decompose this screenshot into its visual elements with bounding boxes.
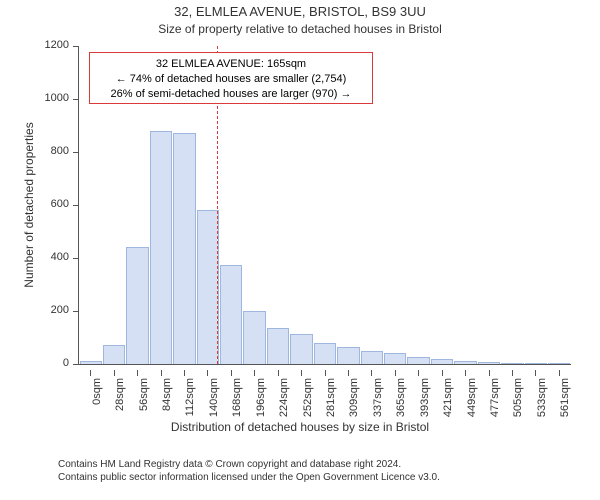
histogram-bar xyxy=(290,334,312,364)
histogram-bar xyxy=(173,133,195,364)
chart-title-line2: Size of property relative to detached ho… xyxy=(0,22,600,36)
histogram-bar xyxy=(454,361,476,364)
x-tick-label: 56sqm xyxy=(138,378,150,411)
histogram-bar xyxy=(220,265,242,364)
tick-mark xyxy=(325,370,326,376)
histogram-bar xyxy=(103,345,125,364)
tick-mark xyxy=(73,46,79,47)
tick-mark xyxy=(73,99,79,100)
plot-area: 32 ELMLEA AVENUE: 165sqm ← 74% of detach… xyxy=(78,46,571,365)
chart-title-line1: 32, ELMLEA AVENUE, BRISTOL, BS9 3UU xyxy=(0,4,600,19)
x-tick-label: 112sqm xyxy=(184,378,196,416)
histogram-bar xyxy=(80,361,102,364)
y-tick-label: 800 xyxy=(51,145,69,157)
histogram-bar xyxy=(314,343,336,364)
x-tick-label: 224sqm xyxy=(278,378,290,417)
tick-mark xyxy=(254,370,255,376)
x-tick-label: 140sqm xyxy=(208,378,220,417)
chart-root: 32, ELMLEA AVENUE, BRISTOL, BS9 3UU Size… xyxy=(0,0,600,500)
tick-mark xyxy=(90,370,91,376)
x-tick-label: 196sqm xyxy=(255,378,267,417)
histogram-bar xyxy=(267,328,289,364)
histogram-bar xyxy=(384,353,406,364)
y-tick-label: 0 xyxy=(63,357,69,369)
x-tick-label: 533sqm xyxy=(536,378,548,417)
histogram-bar xyxy=(150,131,172,364)
histogram-bar xyxy=(548,363,570,364)
x-tick-label: 28sqm xyxy=(114,378,126,411)
tick-mark xyxy=(231,370,232,376)
tick-mark xyxy=(489,370,490,376)
attribution-text: Contains HM Land Registry data © Crown c… xyxy=(58,458,440,484)
x-tick-label: 449sqm xyxy=(466,378,478,417)
tick-mark xyxy=(418,370,419,376)
histogram-bar xyxy=(361,351,383,364)
annotation-line1: 32 ELMLEA AVENUE: 165sqm xyxy=(96,57,366,72)
x-tick-label: 281sqm xyxy=(325,378,337,417)
tick-mark xyxy=(73,364,79,365)
tick-mark xyxy=(512,370,513,376)
y-tick-label: 600 xyxy=(51,198,69,210)
tick-mark xyxy=(73,205,79,206)
y-axis-label: Number of detached properties xyxy=(22,46,36,364)
tick-mark xyxy=(278,370,279,376)
y-tick-label: 1000 xyxy=(45,92,69,104)
x-tick-label: 393sqm xyxy=(419,378,431,417)
x-tick-label: 337sqm xyxy=(372,378,384,417)
tick-mark xyxy=(184,370,185,376)
tick-mark xyxy=(465,370,466,376)
tick-mark xyxy=(559,370,560,376)
tick-mark xyxy=(73,311,79,312)
x-tick-label: 309sqm xyxy=(348,378,360,417)
tick-mark xyxy=(301,370,302,376)
attribution-line2: Contains public sector information licen… xyxy=(58,471,440,484)
tick-mark xyxy=(161,370,162,376)
attribution-line1: Contains HM Land Registry data © Crown c… xyxy=(58,458,440,471)
tick-mark xyxy=(371,370,372,376)
tick-mark xyxy=(73,258,79,259)
histogram-bar xyxy=(243,311,265,364)
tick-mark xyxy=(442,370,443,376)
annotation-line2: ← 74% of detached houses are smaller (2,… xyxy=(96,72,366,87)
tick-mark xyxy=(114,370,115,376)
histogram-bar xyxy=(431,359,453,364)
x-tick-label: 365sqm xyxy=(395,378,407,417)
tick-mark xyxy=(207,370,208,376)
histogram-bar xyxy=(525,363,547,364)
x-tick-label: 168sqm xyxy=(231,378,243,417)
tick-mark xyxy=(137,370,138,376)
histogram-bar xyxy=(501,363,523,364)
tick-mark xyxy=(348,370,349,376)
tick-mark xyxy=(535,370,536,376)
x-tick-label: 252sqm xyxy=(302,378,314,417)
tick-mark xyxy=(73,152,79,153)
x-tick-label: 477sqm xyxy=(489,378,501,417)
x-tick-label: 505sqm xyxy=(512,378,524,417)
x-axis-label: Distribution of detached houses by size … xyxy=(0,420,600,434)
x-tick-label: 561sqm xyxy=(559,378,571,417)
histogram-bar xyxy=(478,362,500,364)
annotation-box: 32 ELMLEA AVENUE: 165sqm ← 74% of detach… xyxy=(89,52,373,104)
histogram-bar xyxy=(197,210,219,364)
y-tick-label: 200 xyxy=(51,304,69,316)
tick-mark xyxy=(395,370,396,376)
y-tick-label: 400 xyxy=(51,251,69,263)
x-tick-label: 421sqm xyxy=(442,378,454,417)
y-tick-label: 1200 xyxy=(45,39,69,51)
x-tick-label: 0sqm xyxy=(91,378,103,405)
annotation-line3: 26% of semi-detached houses are larger (… xyxy=(96,87,366,102)
histogram-bar xyxy=(126,247,148,364)
histogram-bar xyxy=(407,357,429,364)
histogram-bar xyxy=(337,347,359,364)
x-tick-label: 84sqm xyxy=(161,378,173,411)
